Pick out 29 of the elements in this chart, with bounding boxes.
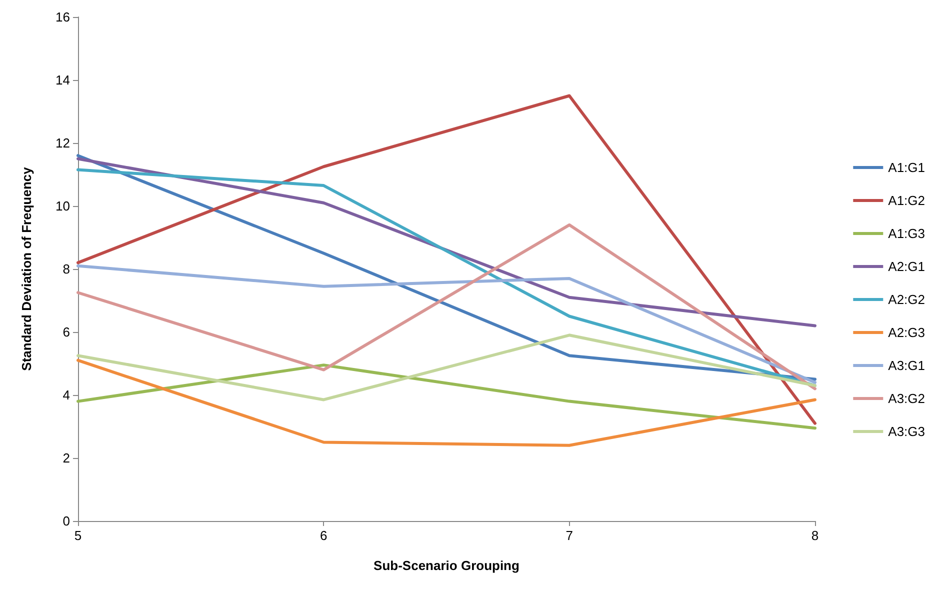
x-tick-label: 5 bbox=[74, 528, 82, 543]
legend-label: A3:G3 bbox=[888, 424, 926, 439]
line-series bbox=[76, 358, 816, 447]
legend-label: A1:G2 bbox=[888, 193, 926, 208]
y-tick-label: 14 bbox=[56, 72, 70, 88]
x-tick-label: 8 bbox=[811, 528, 819, 543]
legend-label: A2:G3 bbox=[888, 325, 926, 340]
y-tick-label: 2 bbox=[62, 450, 70, 466]
x-axis-title: Sub-Scenario Grouping bbox=[374, 558, 520, 573]
line-series bbox=[76, 334, 816, 402]
y-tick-label: 12 bbox=[56, 136, 70, 150]
legend-label: A2:G2 bbox=[888, 292, 926, 307]
line-series bbox=[76, 264, 816, 384]
x-tick-label: 7 bbox=[566, 528, 573, 543]
y-tick-label: 8 bbox=[62, 262, 70, 276]
y-tick-label: 4 bbox=[62, 388, 70, 402]
y-tick-label: 16 bbox=[56, 10, 70, 24]
line-series bbox=[76, 94, 816, 425]
y-tick-label: 6 bbox=[62, 324, 70, 340]
legend-label: A3:G1 bbox=[888, 358, 926, 373]
line-series bbox=[76, 223, 816, 390]
y-tick-label: 10 bbox=[56, 198, 70, 214]
legend-label: A2:G1 bbox=[888, 259, 926, 274]
legend-label: A1:G1 bbox=[888, 160, 926, 175]
y-tick-label: 0 bbox=[62, 514, 70, 528]
y-axis-title: Standard Deviation of Frequency bbox=[19, 166, 34, 371]
x-tick-label: 6 bbox=[320, 528, 328, 543]
legend-label: A3:G2 bbox=[888, 391, 926, 406]
legend-label: A1:G3 bbox=[888, 226, 926, 241]
